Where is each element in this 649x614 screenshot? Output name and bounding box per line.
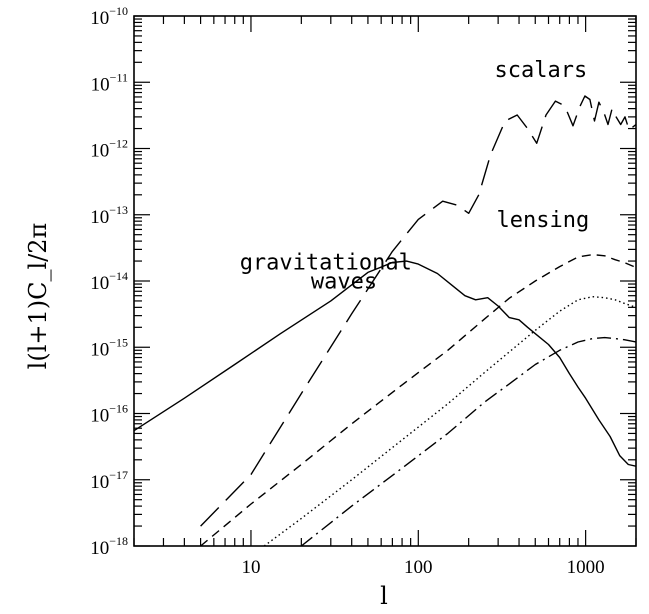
labels-group: 10 100 1000 10−18 10−17 10−16 10−15 10−14 10−13 1… bbox=[90, 4, 604, 578]
y-axis-label: l(l+1)C_l/2π bbox=[24, 223, 52, 370]
y-tick-label: 10−11 bbox=[91, 70, 128, 95]
y-tick-label: 10−14 bbox=[90, 269, 128, 294]
series-line-long-dash bbox=[200, 95, 636, 527]
y-tick-label: 10−15 bbox=[90, 335, 128, 360]
ticks-group bbox=[133, 15, 637, 547]
annotation-label: gravitational bbox=[240, 250, 412, 275]
annotation-label: scalars bbox=[494, 58, 587, 83]
y-tick-label: 10−17 bbox=[90, 468, 128, 493]
annotation-label: waves bbox=[311, 270, 377, 295]
x-tick-label: 10 bbox=[241, 557, 260, 578]
x-tick-label: 100 bbox=[404, 557, 433, 578]
y-tick-label: 10−16 bbox=[90, 402, 128, 427]
y-tick-label: 10−12 bbox=[90, 137, 128, 162]
y-tick-label: 10−10 bbox=[90, 4, 128, 29]
x-tick-label: 1000 bbox=[567, 557, 605, 578]
x-axis-label: l bbox=[380, 582, 388, 610]
series-line-dotted bbox=[263, 296, 636, 546]
annotation-label: lensing bbox=[496, 208, 589, 233]
series-line-short-dash bbox=[200, 253, 636, 546]
series-line-dash-dot bbox=[300, 336, 636, 546]
y-tick-label: 10−13 bbox=[90, 203, 128, 228]
plot-frame bbox=[133, 15, 637, 547]
y-tick-label: 10−18 bbox=[90, 534, 128, 559]
series-group bbox=[134, 95, 636, 546]
series-line-solid bbox=[134, 260, 636, 467]
